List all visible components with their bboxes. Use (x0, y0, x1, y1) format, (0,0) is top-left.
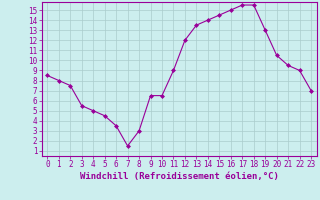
X-axis label: Windchill (Refroidissement éolien,°C): Windchill (Refroidissement éolien,°C) (80, 172, 279, 181)
